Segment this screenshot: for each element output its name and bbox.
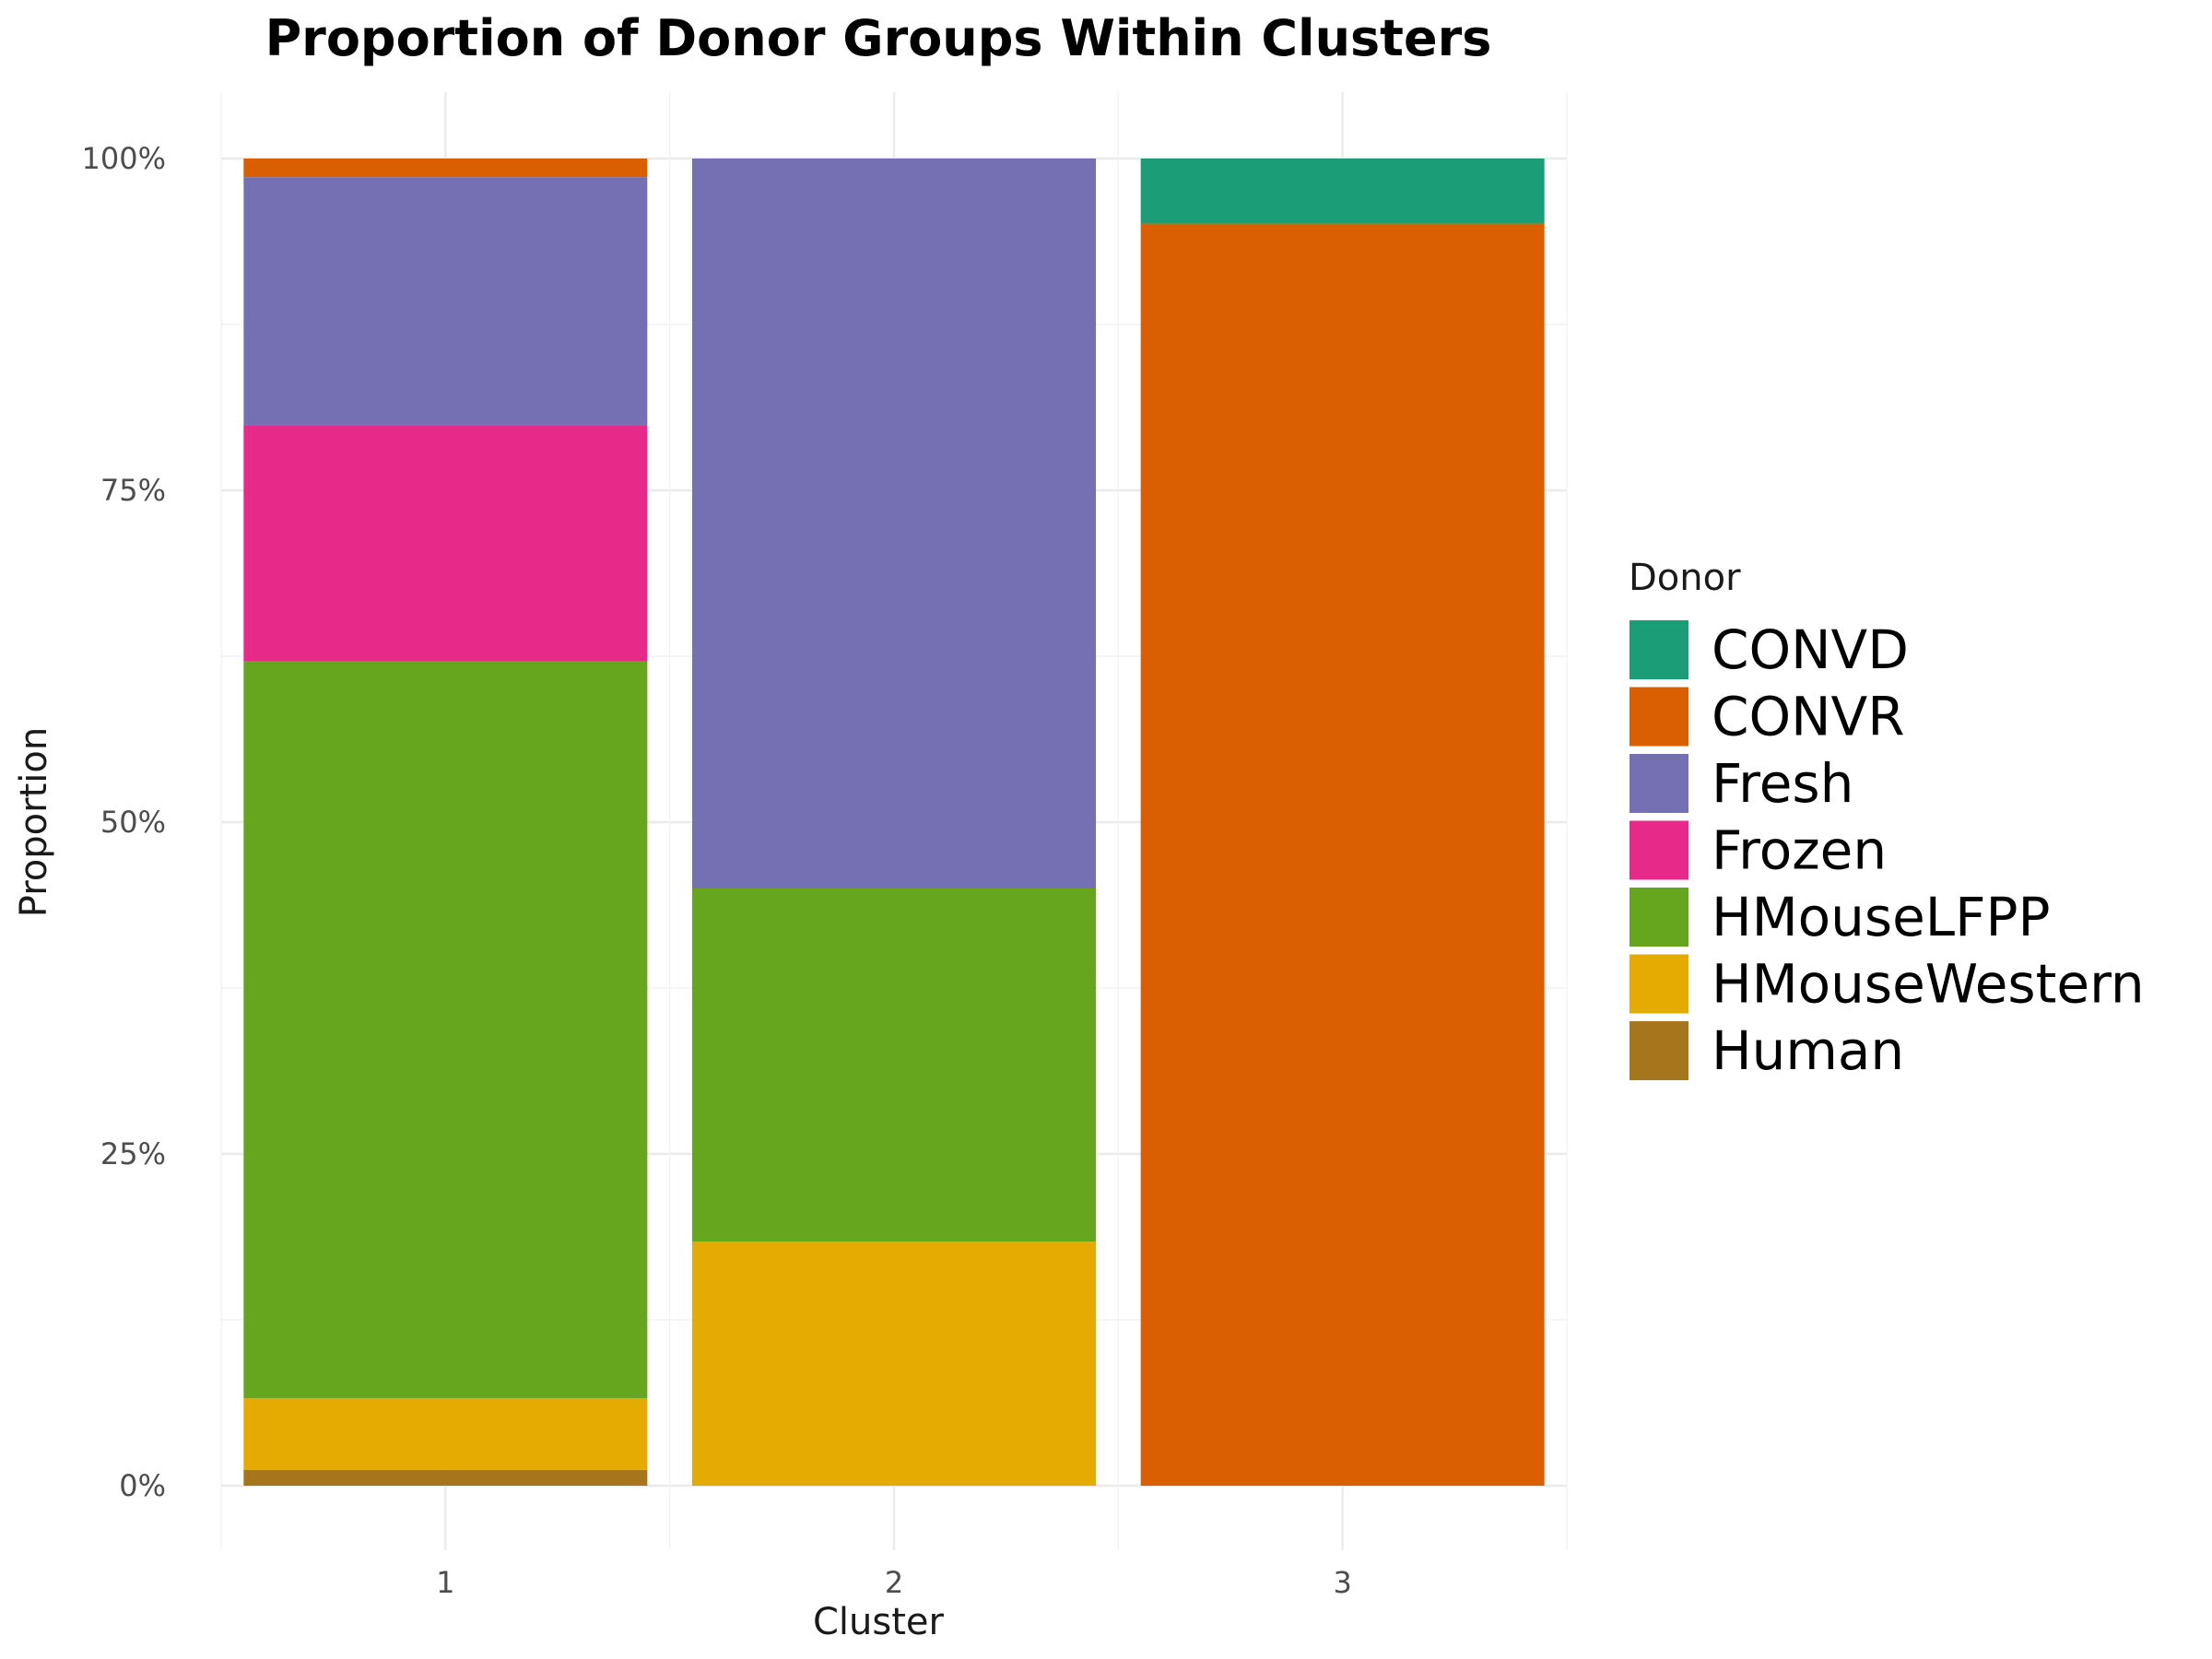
x-axis-title: Cluster <box>813 1601 945 1643</box>
bar-segment-fresh-cluster-2 <box>692 159 1096 888</box>
bar-segment-convd-cluster-3 <box>1140 159 1545 224</box>
bar-segment-hmouselfpp-cluster-2 <box>692 888 1096 1242</box>
legend-key-convd <box>1628 618 1690 681</box>
y-tick-label: 100% <box>82 141 166 176</box>
bar-segment-convr-cluster-1 <box>243 159 648 178</box>
bar-segment-frozen-cluster-1 <box>243 425 648 662</box>
bar-segment-human-cluster-1 <box>243 1469 648 1486</box>
legend-title: Donor <box>1629 557 1741 599</box>
bar-segment-fresh-cluster-1 <box>243 177 648 426</box>
legend-label-convr: CONVR <box>1712 686 1905 748</box>
x-tick-label: 1 <box>436 1565 454 1600</box>
y-tick-label: 75% <box>100 473 166 508</box>
legend: Donor CONVDCONVRFreshFrozenHMouseLFPPHMo… <box>1628 557 2145 1082</box>
y-tick-label: 50% <box>100 805 166 840</box>
legend-label-fresh: Fresh <box>1712 752 1853 815</box>
legend-key-fresh <box>1628 752 1690 815</box>
legend-key-human <box>1628 1019 1690 1082</box>
bars <box>243 159 1545 1486</box>
legend-label-convd: CONVD <box>1712 618 1909 681</box>
x-tick-label: 2 <box>885 1565 903 1600</box>
bar-segment-hmousewestern-cluster-2 <box>692 1241 1096 1486</box>
legend-label-hmousewestern: HMouseWestern <box>1712 953 2145 1016</box>
bar-segment-hmousewestern-cluster-1 <box>243 1397 648 1470</box>
bar-segment-convr-cluster-3 <box>1140 223 1545 1486</box>
legend-key-convr <box>1628 685 1690 748</box>
legend-key-hmousewestern <box>1628 952 1690 1016</box>
bar-segment-hmouselfpp-cluster-1 <box>243 661 648 1398</box>
y-tick-label: 25% <box>100 1136 166 1171</box>
legend-key-frozen <box>1628 818 1690 882</box>
y-axis: 0% 25% 50% 75% 100% <box>82 141 166 1503</box>
legend-label-hmouselfpp: HMouseLFPP <box>1712 886 2050 948</box>
legend-key-hmouselfpp <box>1628 886 1690 948</box>
legend-label-frozen: Frozen <box>1712 819 1887 882</box>
legend-label-human: Human <box>1712 1019 1904 1082</box>
x-axis: 1 2 3 <box>436 1565 1352 1600</box>
y-axis-title: Proportion <box>13 727 55 917</box>
chart-title: Proportion of Donor Groups Within Cluste… <box>265 9 1492 67</box>
y-tick-label: 0% <box>119 1468 166 1503</box>
x-tick-label: 3 <box>1333 1565 1351 1600</box>
